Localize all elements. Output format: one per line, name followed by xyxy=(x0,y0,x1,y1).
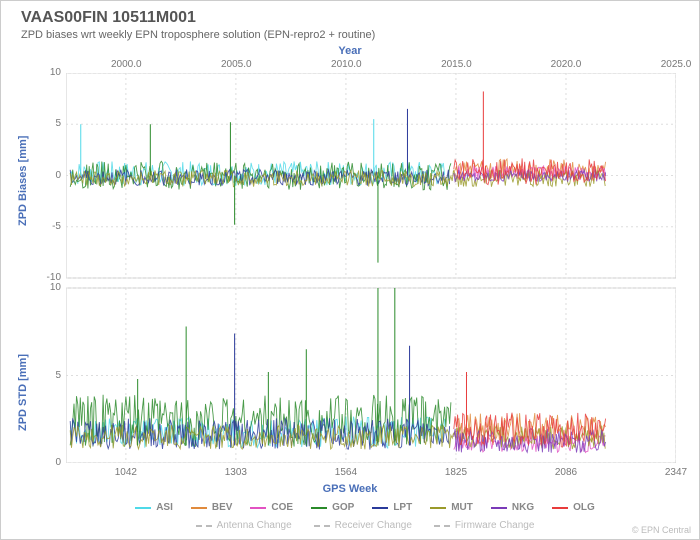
credit-label: © EPN Central xyxy=(632,525,691,535)
legend-label: Receiver Change xyxy=(335,519,412,533)
legend-item-gop: GOP xyxy=(311,501,354,515)
tick-label: 2086 xyxy=(555,467,577,478)
y-axis-label-top: ZPD Biases [mm] xyxy=(17,136,29,226)
legend-item-change: Antenna Change xyxy=(196,519,292,533)
y-axis-label-bottom: ZPD STD [mm] xyxy=(17,354,29,431)
legend-item-coe: COE xyxy=(250,501,293,515)
tick-label: 2010.0 xyxy=(331,59,362,70)
legend-item-lpt: LPT xyxy=(372,501,412,515)
tick-label: 1303 xyxy=(225,467,247,478)
legend-label: ASI xyxy=(156,501,173,515)
legend-label: MUT xyxy=(451,501,473,515)
legend-label: Firmware Change xyxy=(455,519,534,533)
chart-svg xyxy=(66,73,676,463)
legend-swatch xyxy=(191,507,207,509)
legend-item-nkg: NKG xyxy=(491,501,534,515)
tick-label: 1564 xyxy=(335,467,357,478)
top-axis-label: Year xyxy=(1,45,699,57)
tick-label: 1825 xyxy=(445,467,467,478)
tick-label: 10 xyxy=(50,282,61,293)
tick-label: 10 xyxy=(50,67,61,78)
legend-label: NKG xyxy=(512,501,534,515)
legend: ASI BEV COE GOP LPT MUT NKG OLG Antenna Change R… xyxy=(61,501,669,533)
tick-label: 2025.0 xyxy=(661,59,692,70)
legend-swatch xyxy=(250,507,266,509)
legend-item-olg: OLG xyxy=(552,501,595,515)
legend-swatch xyxy=(552,507,568,509)
chart-subtitle: ZPD biases wrt weekly EPN troposphere so… xyxy=(21,29,375,41)
legend-swatch xyxy=(135,507,151,509)
chart-container: VAAS00FIN 10511M001 ZPD biases wrt weekl… xyxy=(0,0,700,540)
tick-label: 5 xyxy=(55,118,61,129)
tick-label: 0 xyxy=(55,170,61,181)
legend-label: COE xyxy=(271,501,293,515)
tick-label: 1042 xyxy=(115,467,137,478)
legend-swatch xyxy=(372,507,388,509)
page-title: VAAS00FIN 10511M001 xyxy=(21,9,196,27)
legend-item-bev: BEV xyxy=(191,501,233,515)
legend-dash xyxy=(314,525,330,527)
legend-label: Antenna Change xyxy=(217,519,292,533)
tick-label: 5 xyxy=(55,370,61,381)
legend-item-change: Receiver Change xyxy=(314,519,412,533)
tick-label: -5 xyxy=(52,221,61,232)
legend-swatch xyxy=(491,507,507,509)
legend-swatch xyxy=(311,507,327,509)
legend-swatch xyxy=(430,507,446,509)
legend-label: GOP xyxy=(332,501,354,515)
legend-item-change: Firmware Change xyxy=(434,519,534,533)
tick-label: 2000.0 xyxy=(111,59,142,70)
tick-label: 2005.0 xyxy=(221,59,252,70)
tick-label: 2347 xyxy=(665,467,687,478)
legend-dash xyxy=(434,525,450,527)
legend-label: OLG xyxy=(573,501,595,515)
plot-area xyxy=(66,73,676,463)
legend-label: LPT xyxy=(393,501,412,515)
bottom-axis-label: GPS Week xyxy=(1,483,699,495)
tick-label: 0 xyxy=(55,457,61,468)
legend-item-mut: MUT xyxy=(430,501,473,515)
tick-label: 2020.0 xyxy=(551,59,582,70)
legend-item-asi: ASI xyxy=(135,501,173,515)
legend-label: BEV xyxy=(212,501,233,515)
legend-dash xyxy=(196,525,212,527)
tick-label: 2015.0 xyxy=(441,59,472,70)
